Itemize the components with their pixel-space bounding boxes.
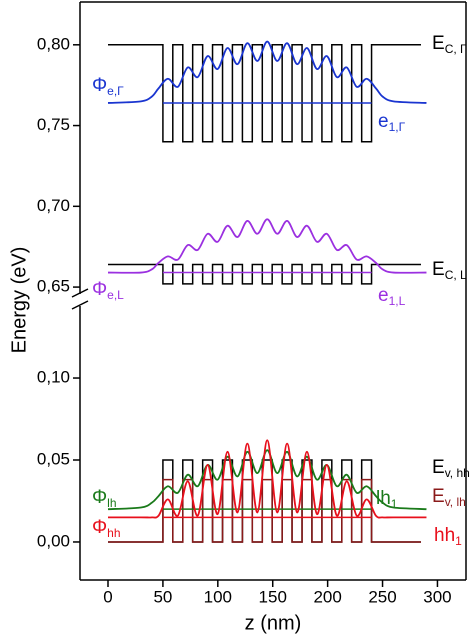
series-line (108, 218, 427, 274)
y-tick-label: 0,10 (37, 368, 70, 387)
series-label: EC, L (432, 259, 467, 282)
series-line (107, 449, 427, 511)
series-label-sub: e,Γ (107, 84, 124, 98)
x-tick-label: 100 (204, 587, 232, 606)
y-tick-label: 0,80 (37, 34, 70, 53)
series-label-sub: v, lh (445, 495, 466, 509)
y-tick-label: 0,65 (37, 277, 70, 296)
series-label: Φe,L (92, 279, 124, 302)
series-label: Φe,Γ (92, 75, 124, 98)
x-tick-label: 200 (313, 587, 341, 606)
series-label: Ev, hh (432, 457, 470, 480)
series-line (108, 478, 421, 543)
series-label: Φhh (92, 517, 121, 540)
series-label-sub: 1,Γ (389, 120, 406, 134)
x-tick-label: 50 (153, 587, 172, 606)
axis-break (71, 300, 89, 310)
series-label-main: hh (434, 525, 455, 546)
series-label: e1,L (378, 285, 406, 308)
y-tick-label: 0,70 (37, 196, 70, 215)
x-tick-label: 0 (103, 587, 112, 606)
x-tick-label: 150 (259, 587, 287, 606)
series-label-main: Φ (92, 487, 107, 508)
x-tick-label: 300 (423, 587, 451, 606)
series-label-sub: v, hh (445, 466, 470, 480)
axis-break (71, 288, 89, 298)
series-label-sub: e,L (107, 288, 124, 302)
series-label: lh1 (376, 488, 398, 511)
series-label-sub: 1 (455, 534, 462, 548)
series-line (108, 44, 421, 143)
x-tick-label: 250 (368, 587, 396, 606)
series-label-main: E (432, 457, 445, 478)
series-label-main: E (432, 486, 445, 507)
series-label: Ev, lh (432, 486, 466, 509)
series-label-main: E (432, 33, 445, 54)
series-label: EC, Γ (432, 33, 467, 56)
series-label: hh1 (434, 525, 462, 548)
y-axis-label: Energy (eV) (8, 247, 30, 354)
series-label-sub: 1 (391, 497, 398, 511)
series-label: Φlh (92, 487, 117, 510)
x-axis-label: z (nm) (245, 612, 302, 634)
series-label-sub: hh (107, 526, 120, 540)
series-label-main: Φ (92, 75, 107, 96)
series-label-main: E (432, 259, 445, 280)
series-label-main: lh (376, 488, 391, 509)
series-label-sub: C, Γ (445, 42, 467, 56)
y-tick-label: 0,00 (37, 531, 70, 550)
series-label-main: e (378, 285, 389, 306)
series-line (108, 439, 427, 519)
series-label-main: Φ (92, 517, 107, 538)
y-tick-label: 0,05 (37, 449, 70, 468)
y-tick-label: 0,75 (37, 115, 70, 134)
series-line (108, 263, 421, 285)
series-label-sub: C, L (445, 268, 467, 282)
series-label-main: Φ (92, 279, 107, 300)
series-label-sub: lh (107, 496, 116, 510)
series-label-sub: 1,L (389, 294, 406, 308)
series-label: e1,Γ (378, 111, 406, 134)
series-label-main: e (378, 111, 389, 132)
series-line (107, 40, 427, 104)
